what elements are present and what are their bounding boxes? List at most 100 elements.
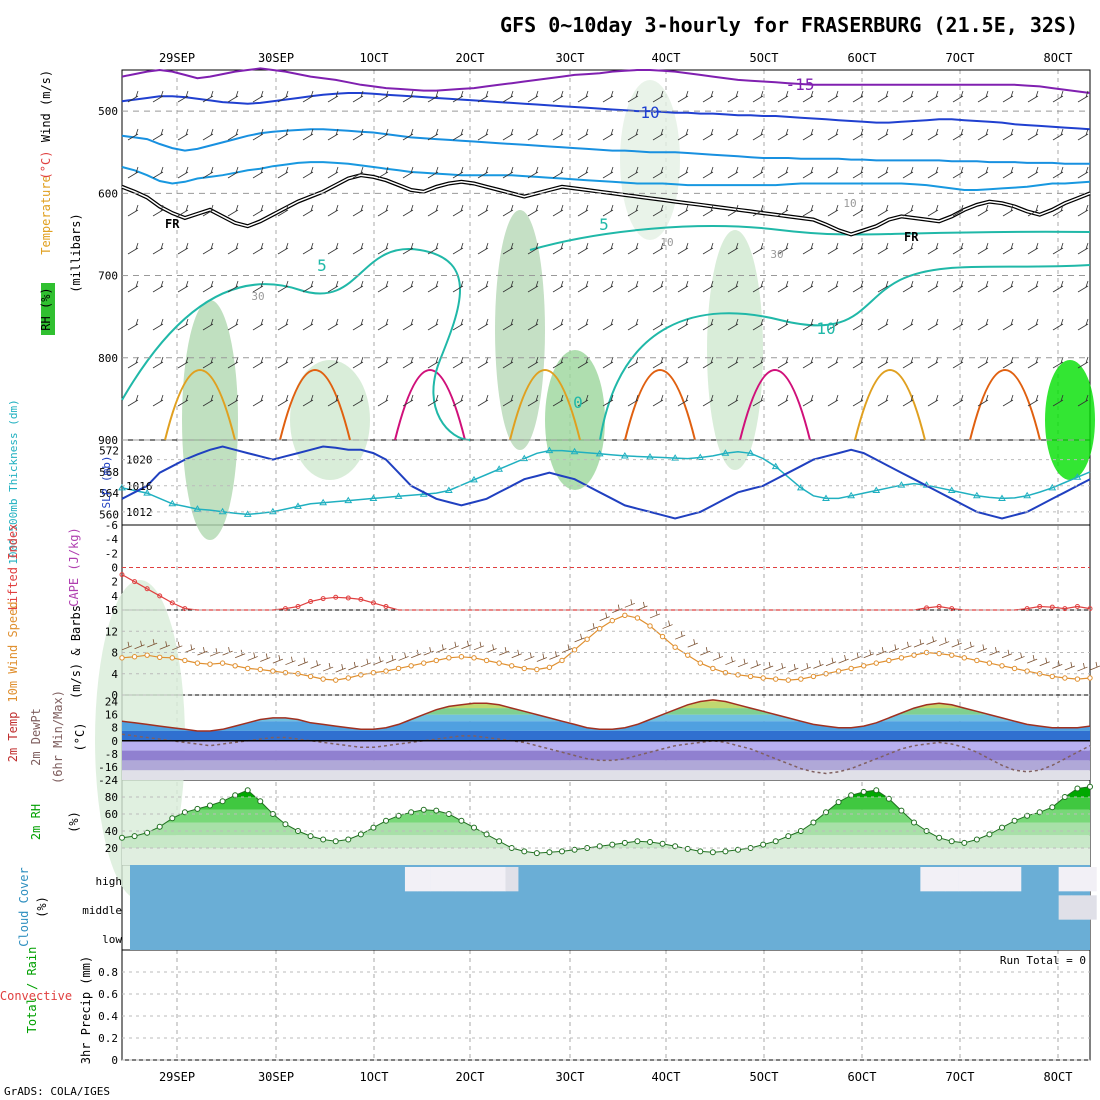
wind10-barb xyxy=(448,641,460,651)
wind-barb xyxy=(777,356,789,369)
wind-barb xyxy=(452,280,464,293)
wind10-barb xyxy=(260,653,271,662)
lifted-index-point xyxy=(949,606,955,612)
lifted-index-point xyxy=(1049,604,1055,610)
temp-tick--8: -8 xyxy=(105,748,118,761)
wind10-barb xyxy=(297,657,309,667)
wind-barb xyxy=(777,394,789,407)
wind-speed-point xyxy=(659,633,666,640)
rh2m-point xyxy=(533,850,540,857)
thickness-marker xyxy=(620,451,629,459)
lifted-index-point xyxy=(295,603,301,609)
wind-barb xyxy=(802,242,814,255)
rh2m-point xyxy=(785,833,792,840)
wind10-barb xyxy=(788,664,799,673)
wind-barb xyxy=(252,280,264,293)
wind-barb xyxy=(927,128,939,141)
wind-speed-point xyxy=(534,666,540,673)
rh-tick-60: 60 xyxy=(105,808,118,821)
thickness-marker xyxy=(143,489,152,496)
wind-speed-point xyxy=(307,673,314,680)
lifted-tick-2: 2 xyxy=(111,576,118,589)
lifted-tick--6: -6 xyxy=(105,519,118,532)
wind-barb xyxy=(1027,166,1039,179)
cloud-block-high xyxy=(455,867,469,892)
wind-barb xyxy=(277,242,289,255)
wind-barb xyxy=(252,90,264,103)
wind-barb xyxy=(327,318,339,331)
rh2m-point xyxy=(282,821,289,828)
wind-barb xyxy=(352,166,364,179)
lifted-index-point xyxy=(282,606,288,612)
isotherm-label-2: 5 xyxy=(599,215,609,234)
wind-speed-point xyxy=(333,677,339,683)
wind-barb xyxy=(302,166,314,179)
rh2m-point xyxy=(898,807,905,814)
rh2m-point xyxy=(647,839,653,846)
rh-legend-swatch xyxy=(41,283,55,335)
wind-barb xyxy=(727,204,739,217)
ylabel-cloud: Cloud Cover xyxy=(17,867,31,946)
wind-barb xyxy=(1002,128,1014,141)
wind-barb xyxy=(277,356,289,369)
lifted-index-line xyxy=(121,574,1091,611)
rh2m-point xyxy=(345,836,352,843)
rh2m-point xyxy=(609,841,616,848)
wind-barb xyxy=(802,394,814,407)
wind-barb xyxy=(202,318,214,331)
wind-barb xyxy=(327,394,339,407)
lifted-index-point xyxy=(1074,603,1080,609)
wind-barb xyxy=(702,242,714,255)
wind-barb xyxy=(352,242,364,255)
temp-band-7 xyxy=(122,708,1090,715)
wind-barb xyxy=(1027,394,1039,407)
wind-barb xyxy=(802,204,814,217)
rh2m-point xyxy=(471,824,477,831)
lifted-index-point xyxy=(132,579,138,585)
rh2m-point xyxy=(961,839,968,846)
isotherm-5-contour xyxy=(121,248,471,441)
thickness-marker xyxy=(947,486,956,493)
wind-speed-point xyxy=(345,675,351,681)
wind10-barb xyxy=(662,620,673,629)
wind-barb xyxy=(177,318,189,331)
wind10-barb xyxy=(486,644,497,653)
cloud-block-high xyxy=(467,867,481,892)
wind-speed-point xyxy=(810,673,817,680)
wind-speed-point xyxy=(571,647,578,653)
wind-barb xyxy=(177,90,189,103)
lifted-index-point xyxy=(320,596,326,602)
wind-barb xyxy=(877,394,889,407)
cloud-block-high xyxy=(404,867,418,892)
wind-barb xyxy=(377,356,389,369)
wind-barb xyxy=(727,90,739,103)
wind-speed-point xyxy=(949,652,955,658)
wind-barb xyxy=(352,128,364,141)
wind10-barb xyxy=(1026,655,1038,664)
thickness-marker xyxy=(118,483,126,491)
wind-barb xyxy=(377,90,389,103)
wind-barb xyxy=(377,166,389,179)
isotherm-10-contour xyxy=(599,264,1091,441)
wind-speed-point xyxy=(835,668,842,674)
wind-barb xyxy=(852,242,864,255)
wind-speed-point xyxy=(1087,675,1093,681)
date-label-bottom-8: 7OCT xyxy=(946,1070,975,1084)
date-label-bottom-3: 2OCT xyxy=(456,1070,485,1084)
wind-barb xyxy=(852,90,864,103)
wind-barb xyxy=(1052,280,1064,293)
wind-barb xyxy=(352,280,364,293)
wind-barb xyxy=(152,204,164,217)
temp2m-line xyxy=(121,699,1091,732)
pressure-tick-600: 600 xyxy=(98,187,118,200)
wind-barb xyxy=(552,242,564,255)
wind-barb xyxy=(652,166,664,179)
date-label-bottom-9: 8OCT xyxy=(1044,1070,1073,1084)
wind-barb xyxy=(327,242,339,255)
rh2m-point xyxy=(1087,783,1093,790)
wind10-barb xyxy=(901,641,912,651)
wind-barb xyxy=(1027,128,1039,141)
wind-barb xyxy=(552,394,564,407)
thickness-marker xyxy=(847,491,856,499)
freezing-label-1: FR xyxy=(165,217,180,231)
